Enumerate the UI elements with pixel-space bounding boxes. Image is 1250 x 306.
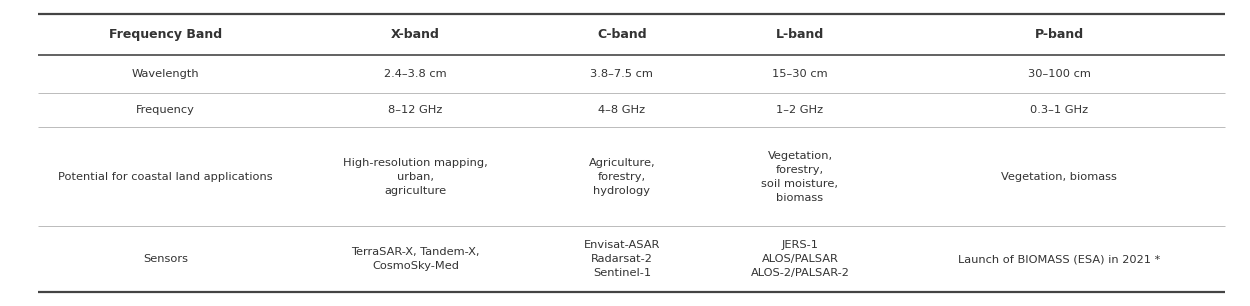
Text: X-band: X-band xyxy=(391,28,440,41)
Text: 8–12 GHz: 8–12 GHz xyxy=(389,105,442,115)
Text: JERS-1
ALOS/PALSAR
ALOS-2/PALSAR-2: JERS-1 ALOS/PALSAR ALOS-2/PALSAR-2 xyxy=(750,240,850,278)
Text: L-band: L-band xyxy=(776,28,824,41)
Text: Frequency: Frequency xyxy=(136,105,195,115)
Text: 30–100 cm: 30–100 cm xyxy=(1028,69,1091,79)
Text: Frequency Band: Frequency Band xyxy=(109,28,222,41)
Text: 1–2 GHz: 1–2 GHz xyxy=(776,105,824,115)
Text: 2.4–3.8 cm: 2.4–3.8 cm xyxy=(384,69,448,79)
Text: 15–30 cm: 15–30 cm xyxy=(772,69,828,79)
Text: Launch of BIOMASS (ESA) in 2021 *: Launch of BIOMASS (ESA) in 2021 * xyxy=(959,254,1160,264)
Text: Potential for coastal land applications: Potential for coastal land applications xyxy=(59,172,272,182)
Text: TerraSAR-X, Tandem-X,
CosmoSky-Med: TerraSAR-X, Tandem-X, CosmoSky-Med xyxy=(351,247,480,271)
Text: 0.3–1 GHz: 0.3–1 GHz xyxy=(1030,105,1089,115)
Text: High-resolution mapping,
urban,
agriculture: High-resolution mapping, urban, agricult… xyxy=(344,158,488,196)
Text: 3.8–7.5 cm: 3.8–7.5 cm xyxy=(590,69,654,79)
Text: Envisat-ASAR
Radarsat-2
Sentinel-1: Envisat-ASAR Radarsat-2 Sentinel-1 xyxy=(584,240,660,278)
Text: 4–8 GHz: 4–8 GHz xyxy=(599,105,645,115)
Text: Sensors: Sensors xyxy=(142,254,188,264)
Text: Wavelength: Wavelength xyxy=(131,69,200,79)
Text: Vegetation, biomass: Vegetation, biomass xyxy=(1001,172,1118,182)
Text: P-band: P-band xyxy=(1035,28,1084,41)
Text: Agriculture,
forestry,
hydrology: Agriculture, forestry, hydrology xyxy=(589,158,655,196)
Text: C-band: C-band xyxy=(598,28,646,41)
Text: Vegetation,
forestry,
soil moisture,
biomass: Vegetation, forestry, soil moisture, bio… xyxy=(761,151,839,203)
